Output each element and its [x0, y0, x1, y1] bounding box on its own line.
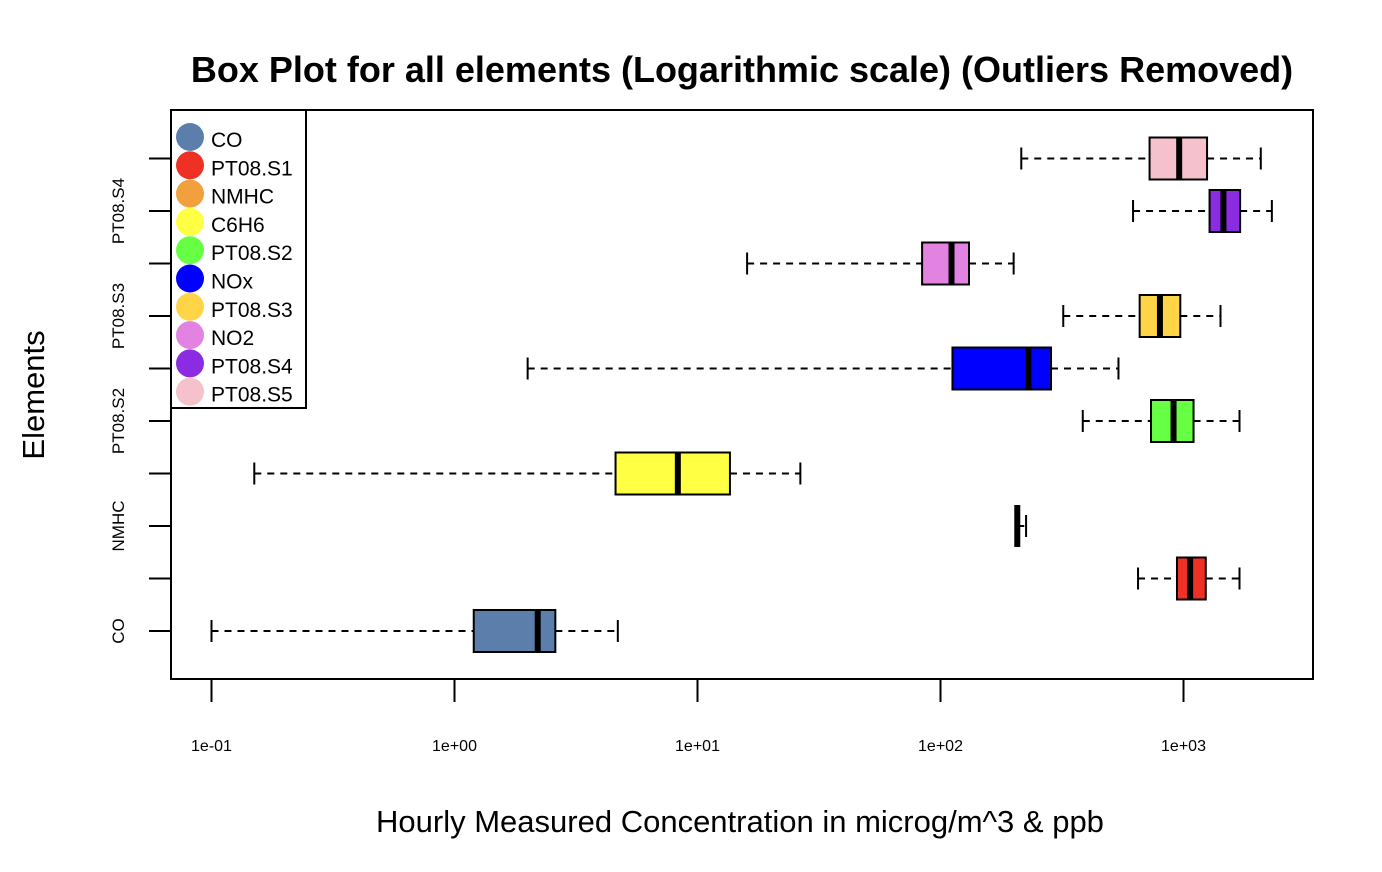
x-tick-label: 1e+02: [918, 738, 963, 755]
legend-label-pt08-s2: PT08.S2: [211, 242, 293, 265]
x-tick-label: 1e+00: [432, 738, 477, 755]
box-pt08-s4: [1132, 189, 1273, 233]
legend-label-pt08-s1: PT08.S1: [211, 157, 293, 180]
y-tick-label: PT08.S2: [109, 388, 128, 454]
legend: CO PT08.S1 NMHC C6H6 PT08.S2 NOx PT08.S3 NO2 PT0…: [170, 109, 307, 409]
box-pt08-s3: [1062, 294, 1222, 338]
box-iqr-no2: [921, 241, 970, 286]
box-nox: [526, 346, 1120, 391]
plot-frame: [170, 109, 1314, 680]
chart-title: Box Plot for all elements (Logarithmic s…: [191, 49, 1293, 90]
legend-swatch-pt08-s4: [176, 349, 204, 378]
x-axis: 1e-01 1e+00 1e+01 1e+02 1e+03: [191, 678, 1206, 755]
legend-label-pt08-s3: PT08.S3: [211, 299, 293, 322]
box-no2: [746, 241, 1015, 286]
legend-swatch-nmhc: [176, 179, 204, 208]
box-iqr-nox: [951, 346, 1053, 391]
legend-swatch-no2: [176, 321, 204, 350]
box-iqr-c6h6: [614, 451, 731, 496]
box-pt08-s1: [1137, 556, 1241, 601]
x-tick-label: 1e+03: [1161, 738, 1206, 755]
legend-swatch-pt08-s3: [176, 292, 204, 321]
y-tick-label: PT08.S3: [109, 283, 128, 349]
box-nmhc: [1014, 505, 1028, 547]
y-tick-label: CO: [109, 618, 128, 644]
legend-swatch-nox: [176, 264, 204, 293]
box-pt08-s2: [1081, 399, 1241, 443]
box-c6h6: [253, 451, 802, 496]
legend-label-nox: NOx: [211, 271, 254, 294]
box-co: [210, 609, 619, 653]
legend-swatch-pt08-s1: [176, 151, 204, 180]
y-tick-label: PT08.S4: [109, 178, 128, 244]
legend-label-co: CO: [211, 129, 243, 152]
x-tick-label: 1e-01: [191, 738, 232, 755]
legend-swatch-c6h6: [176, 207, 204, 236]
legend-label-pt08-s4: PT08.S4: [211, 355, 293, 378]
y-tick-label: NMHC: [109, 501, 128, 552]
legend-label-no2: NO2: [211, 327, 254, 350]
x-axis-title: Hourly Measured Concentration in microg/…: [376, 804, 1104, 839]
box-iqr-co: [472, 609, 557, 653]
boxes-layer: [210, 136, 1273, 653]
box-pt08-s5: [1020, 136, 1262, 181]
legend-swatch-co: [176, 123, 204, 151]
legend-label-nmhc: NMHC: [211, 186, 274, 209]
x-tick-label: 1e+01: [675, 738, 720, 755]
legend-label-pt08-s5: PT08.S5: [211, 384, 293, 407]
y-axis: CO NMHC PT08.S2 PT08.S3 PT08.S4: [109, 157, 172, 644]
legend-swatch-pt08-s5: [176, 377, 204, 406]
legend-swatch-pt08-s2: [176, 236, 204, 265]
y-axis-title: Elements: [16, 330, 51, 459]
legend-label-c6h6: C6H6: [211, 214, 265, 237]
